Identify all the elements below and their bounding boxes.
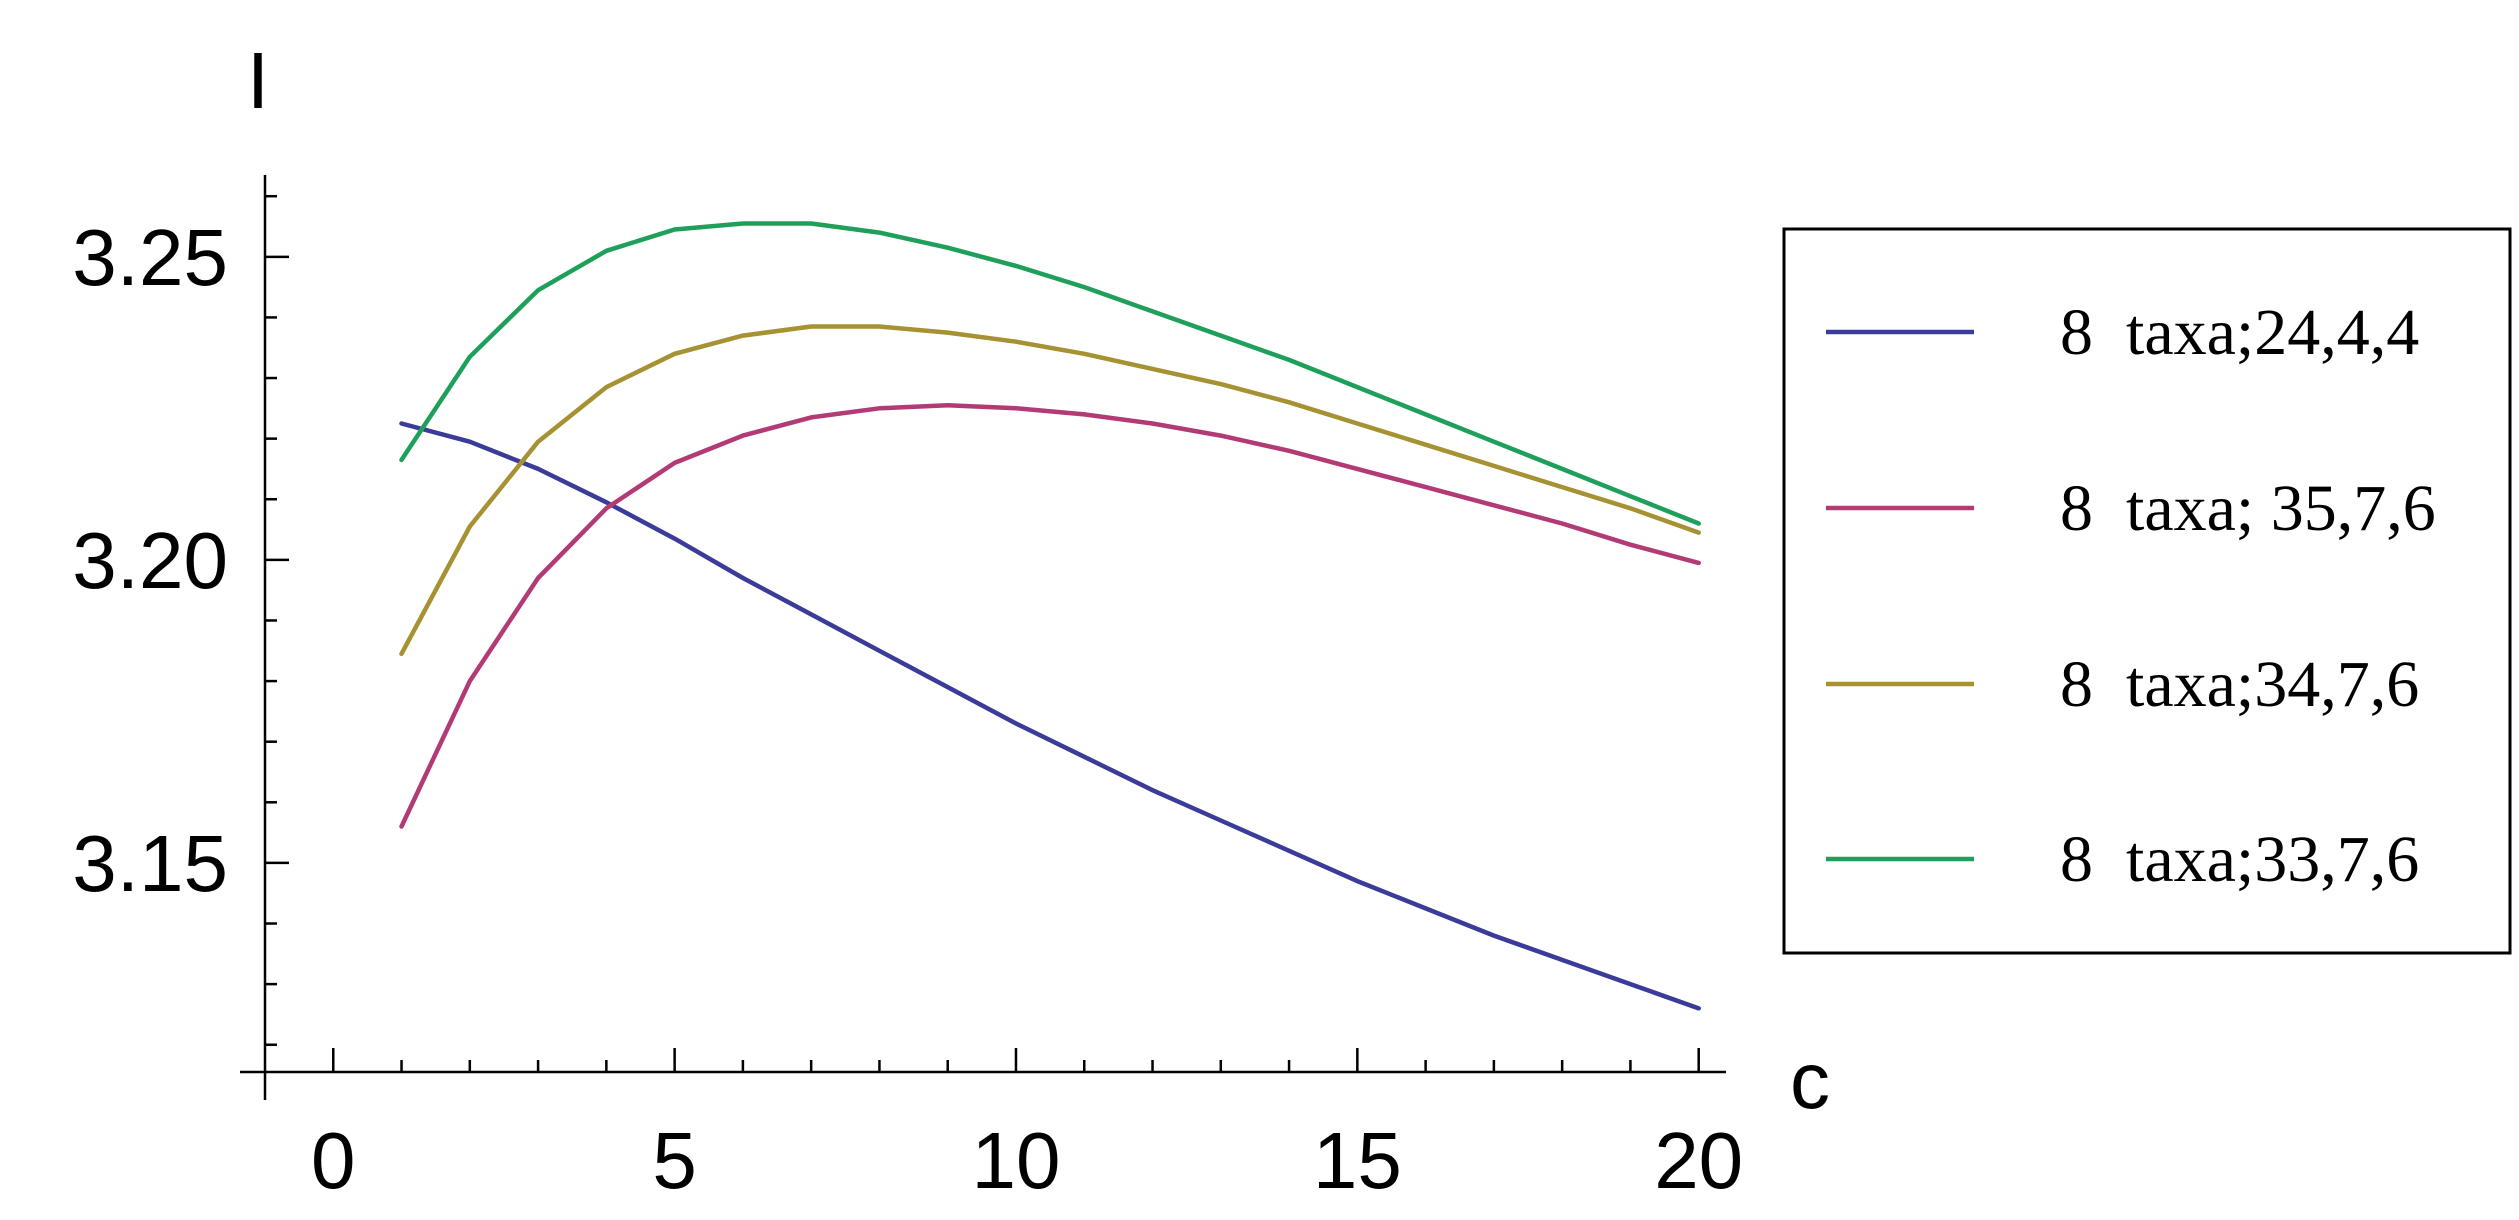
x-axis-title: c <box>1790 1036 1830 1125</box>
legend: 8 taxa;24,4,4 8 taxa; 35,7,6 8 taxa;34,7,6… <box>1782 227 2512 955</box>
series-line-2 <box>399 403 1701 829</box>
x-tick-label: 10 <box>971 1116 1060 1205</box>
legend-label-4: 8 taxa;33,7,6 <box>2060 823 2419 896</box>
y-tick-label: 3.20 <box>72 516 228 605</box>
x-tick-label: 5 <box>652 1116 697 1205</box>
x-tick-label: 0 <box>311 1116 356 1205</box>
series-line-1 <box>399 421 1701 1011</box>
series-line-3 <box>399 324 1701 657</box>
y-tick-label: 3.15 <box>72 819 228 908</box>
x-tick-label: 20 <box>1654 1116 1743 1205</box>
series-line-4 <box>399 221 1701 526</box>
y-axis-title: I <box>247 36 269 125</box>
y-tick-label: 3.25 <box>72 213 228 302</box>
series-layer <box>399 221 1701 1011</box>
legend-label-3: 8 taxa;34,7,6 <box>2060 648 2419 721</box>
legend-label-2: 8 taxa; 35,7,6 <box>2060 472 2436 545</box>
x-tick-label: 15 <box>1313 1116 1402 1205</box>
legend-box <box>1782 227 2512 955</box>
axes: 0 5 10 15 20 3.15 3.20 3.25 <box>72 175 1743 1205</box>
legend-label-1: 8 taxa;24,4,4 <box>2060 296 2419 369</box>
